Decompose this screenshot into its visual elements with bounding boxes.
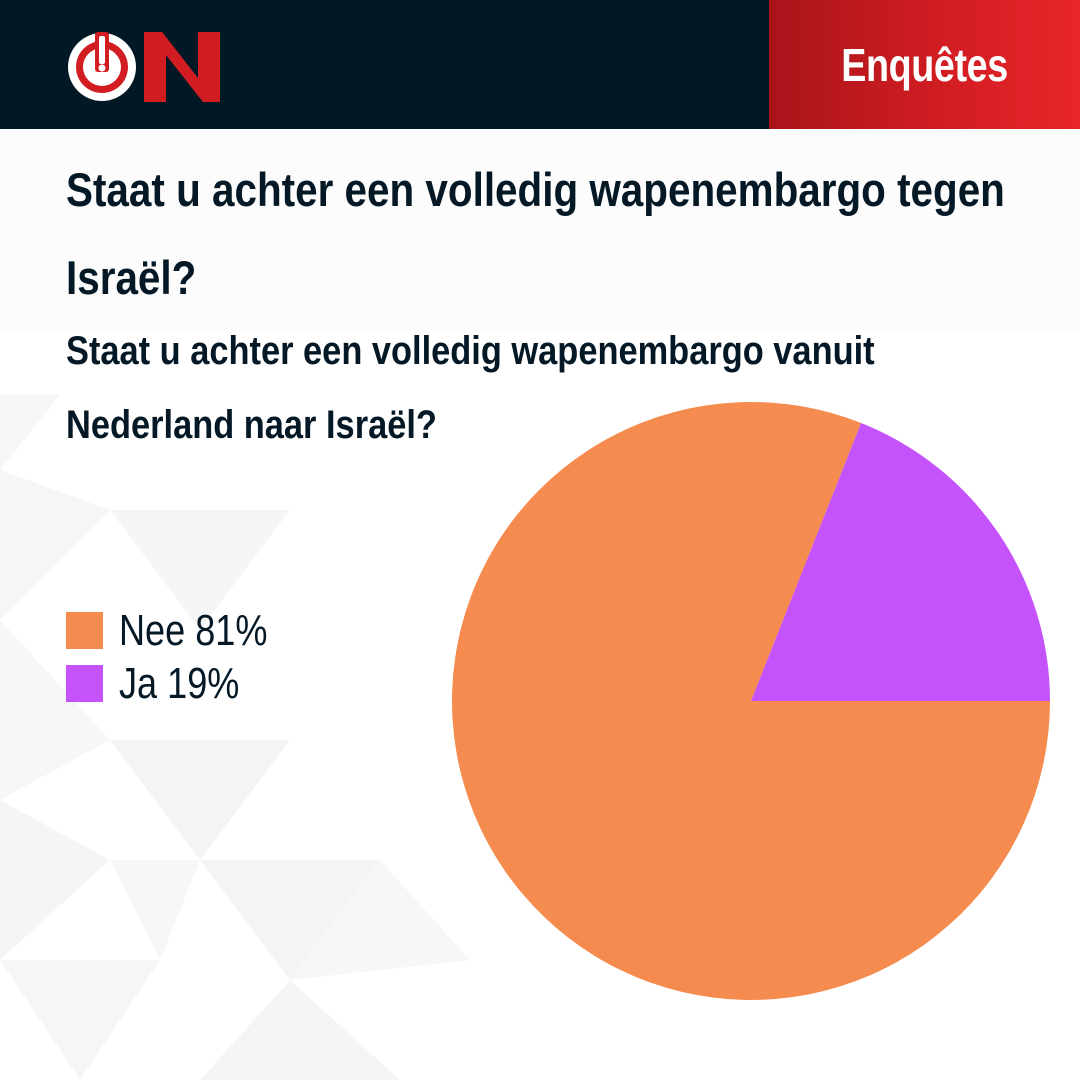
poll-question-subtitle: Staat u achter een volledig wapenembargo… <box>66 329 875 447</box>
legend-item-nee: Nee 81% <box>66 604 300 657</box>
pie-slice-nee <box>451 401 1050 1001</box>
pie-slice-ja <box>751 422 1050 701</box>
category-label: Enquêtes <box>841 38 1008 91</box>
pie-chart <box>451 401 1050 1001</box>
poll-question-title: Staat u achter een volledig wapenembargo… <box>66 163 1005 304</box>
legend-swatch-nee <box>66 612 103 649</box>
legend-label-ja: Ja 19% <box>119 658 240 708</box>
category-badge[interactable]: Enquêtes <box>769 0 1080 129</box>
legend-item-ja: Ja 19% <box>66 657 300 710</box>
legend-label-nee: Nee 81% <box>119 605 268 655</box>
legend-swatch-ja <box>66 665 103 702</box>
chart-legend: Nee 81% Ja 19% <box>66 604 300 710</box>
on-logo[interactable] <box>62 22 224 108</box>
